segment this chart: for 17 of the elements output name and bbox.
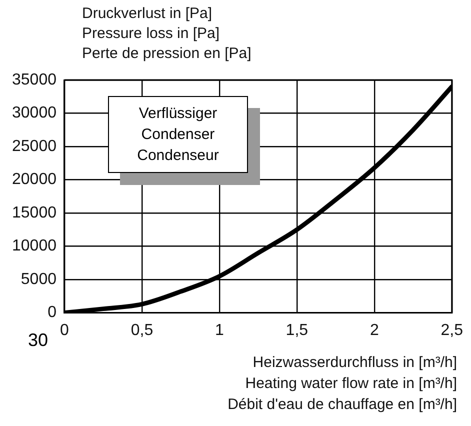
y-tick-label: 35000: [12, 71, 57, 88]
x-tick-label: 1,5: [286, 322, 308, 339]
y-tick-label: 5000: [20, 270, 57, 288]
y-tick-label: 25000: [12, 138, 57, 155]
y-axis-title: Druckverlust in [Pa] Pressure loss in [Pa] Perte de pression en [Pa]: [82, 4, 252, 64]
x-tick-label: 2: [370, 322, 379, 339]
y-tick-label: 15000: [12, 204, 57, 222]
y-tick-label: 20000: [12, 171, 57, 188]
y-tick-label: 10000: [12, 238, 57, 255]
text: 30: [28, 330, 48, 351]
y-tick-label: 0: [48, 304, 57, 322]
y-tick-label: 30000: [12, 104, 57, 122]
x-tick-label: 0: [60, 322, 70, 339]
x-tick-label: 2,5: [440, 322, 464, 339]
x-tick-label: 1: [214, 322, 224, 339]
x-axis-title: Heizwasserdurchfluss in [m³/h] Heating water flow rate in [m³/h] Débit d'eau de chauffage en [m³/h]: [228, 353, 457, 415]
x-tick-label: 0,5: [130, 322, 154, 339]
